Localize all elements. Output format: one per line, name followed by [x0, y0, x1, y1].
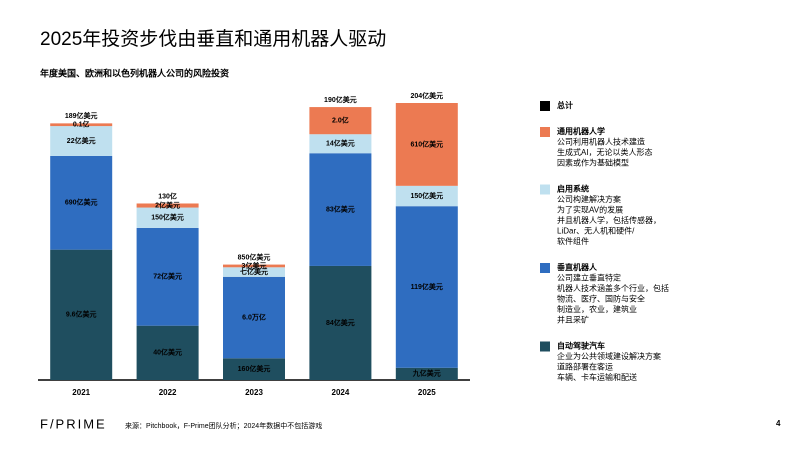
bar-segment: [223, 276, 285, 359]
bar-segment: [309, 134, 372, 154]
total-label: 850亿美元: [238, 252, 271, 261]
legend-description: 车辆、卡车运输和配送: [557, 372, 637, 382]
segment-label: 150亿美元: [410, 191, 443, 200]
segment-label: 2亿美元: [155, 200, 180, 209]
segment-label: 690亿美元: [65, 198, 98, 207]
bar-segment: [395, 206, 458, 368]
total-label: 189亿美元: [65, 111, 98, 120]
bar-segment: [50, 155, 113, 250]
legend-description: 因素或作为基础模型: [557, 158, 629, 168]
bar-segment: [50, 126, 113, 156]
segment-label: 22亿美元: [67, 136, 96, 145]
page-number: 4: [776, 419, 781, 428]
bar-segment: [395, 103, 458, 186]
legend-description: 企业为公共领域建设解决方案: [557, 351, 661, 361]
bar-segment: [50, 249, 113, 380]
bar-segment: [395, 367, 458, 380]
legend-swatch: [540, 101, 550, 111]
segment-label: 72亿美元: [153, 272, 182, 281]
bar-segment: [223, 264, 285, 268]
legend-description: 道路部署在客运: [557, 362, 613, 372]
bar-segment: [309, 107, 372, 135]
segment-label: 9.6亿美元: [66, 310, 97, 319]
segment-label: 119亿美元: [411, 282, 443, 291]
legend-description: LiDar、无人机和硬件/: [557, 226, 635, 236]
bar-segment: [223, 358, 285, 380]
bar-segment: [223, 267, 285, 277]
legend-label: 总计: [557, 100, 573, 110]
bar-segment: [136, 325, 199, 380]
bar-segment: [136, 227, 199, 326]
segment-label: 84亿美元: [326, 318, 355, 327]
source-note: 来源：Pitchbook，F-Prime团队分析；2024年数据中不包括游戏: [125, 421, 322, 430]
legend-description: 公司构建解决方案: [557, 194, 621, 204]
logo: F/PRIME: [40, 416, 107, 431]
segment-label: 14亿美元: [326, 139, 355, 148]
segment-label: 0.1亿: [73, 120, 90, 129]
total-label: 190亿美元: [324, 95, 357, 104]
bar-segment: [136, 207, 199, 228]
segment-label: 610亿美元: [410, 139, 443, 148]
slide-title: 2025年投资步伐由垂直和通用机器人驱动: [40, 28, 386, 50]
bar-segment: [50, 123, 113, 127]
bar-segment: [309, 153, 372, 266]
legend-swatch: [540, 184, 550, 195]
segment-label: 150亿美元: [151, 213, 184, 222]
segment-label: 83亿美元: [326, 204, 355, 213]
segment-label: 七亿美元: [240, 267, 268, 276]
legend-description: 公司建立垂直特定: [557, 273, 621, 283]
legend-description: 机器人技术涵盖多个行业，包括: [557, 283, 669, 293]
total-label: 204亿美元: [410, 91, 443, 100]
legend-description: 为了实现AV的发展: [557, 205, 623, 215]
x-tick-label: 2025: [418, 388, 436, 397]
legend-label: 垂直机器人: [557, 262, 598, 272]
bar-segment: [395, 185, 458, 207]
legend-label: 通用机器人学: [557, 126, 605, 136]
segment-label: 九亿美元: [412, 369, 441, 378]
segment-label: 40亿美元: [153, 348, 182, 357]
x-tick-label: 2022: [159, 388, 177, 397]
legend-description: 软件组件: [557, 236, 589, 246]
segment-label: 160亿美元: [238, 364, 271, 373]
bar-segment: [136, 203, 199, 208]
legend-label: 自动驾驶汽车: [557, 341, 605, 351]
segment-label: 2.0亿: [332, 115, 349, 124]
x-tick-label: 2024: [332, 388, 350, 397]
legend-swatch: [540, 341, 550, 352]
legend-description: 公司利用机器人技术建造: [557, 137, 645, 147]
total-label: 130亿: [158, 191, 177, 200]
legend-swatch: [540, 263, 550, 273]
chart-subtitle: 年度美国、欧洲和以色列机器人公司的风险投资: [40, 67, 229, 78]
x-tick-label: 2023: [245, 388, 263, 397]
segment-label: 6.0万亿: [242, 312, 266, 321]
legend-description: 生成式AI，无论以类人形态: [557, 147, 653, 157]
legend-description: 并且机器人学，包括传感器，: [557, 215, 661, 225]
legend-label: 启用系统: [557, 184, 589, 194]
legend-swatch: [540, 127, 550, 137]
segment-label: 3亿美元: [242, 261, 267, 270]
bar-segment: [309, 265, 372, 380]
legend-description: 制造业，农业，建筑业: [557, 304, 637, 314]
legend-description: 并且采矿: [557, 315, 589, 325]
x-tick-label: 2021: [72, 388, 90, 397]
legend-description: 物流、医疗、国防与安全: [557, 294, 645, 304]
